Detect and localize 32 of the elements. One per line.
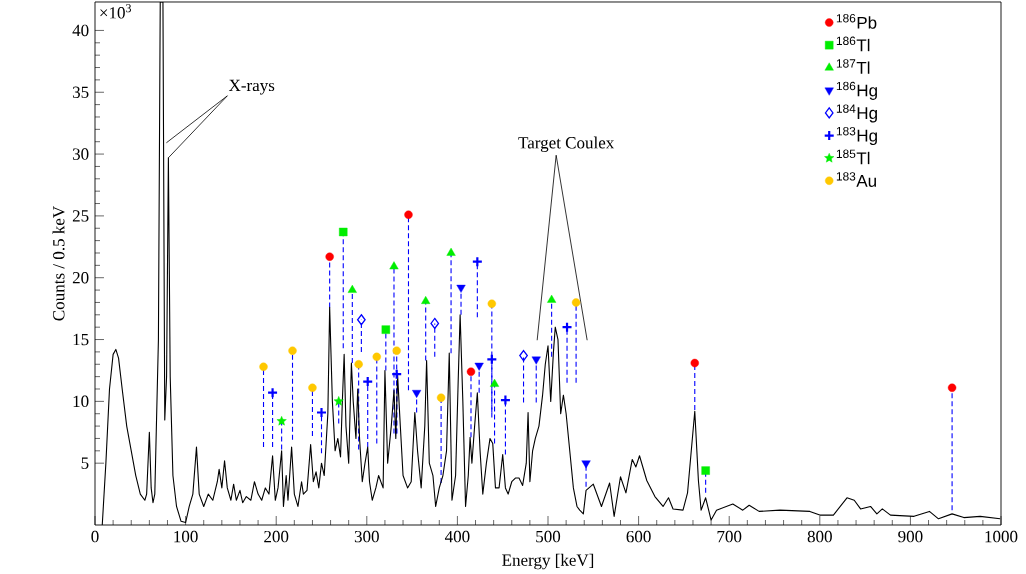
- legend-label: $^{184}$Hg: [836, 104, 877, 123]
- y-tick-label: 20: [72, 271, 89, 284]
- annotation: X-rays: [228, 79, 275, 95]
- annotation: Target Coulex: [518, 136, 615, 153]
- x-tick-label: 500: [536, 530, 561, 543]
- x-tick-label: 1000: [985, 530, 1018, 543]
- legend-label: $^{186}$Hg: [836, 81, 877, 100]
- x-tick-label: 0: [91, 530, 99, 543]
- y-tick-label: 5: [81, 457, 89, 469]
- legend-label: $^{185}$Tl: [836, 149, 870, 165]
- x-axis-title: Energy [keV]: [502, 553, 594, 570]
- y-tick-label: 10: [73, 395, 89, 408]
- y-tick-label: 40: [72, 24, 89, 37]
- x-tick-label: 100: [174, 530, 198, 543]
- legend-label: $^{187}$Tl: [836, 59, 870, 74]
- x-tick-label: 900: [898, 530, 923, 543]
- x-tick-label: 400: [444, 530, 470, 543]
- y-tick-label: 15: [73, 333, 89, 346]
- legend-label: $^{183}$Hg: [836, 126, 877, 146]
- legend-label: $^{186}$Tl: [836, 36, 870, 52]
- x-tick-label: 600: [626, 530, 651, 543]
- y-tick-label: 35: [72, 86, 89, 98]
- x-tick-label: 700: [717, 530, 742, 543]
- legend-label: $^{186}$Pb: [836, 14, 877, 29]
- x-tick-label: 200: [264, 530, 289, 543]
- y-tick-label: 30: [72, 148, 89, 160]
- y-tick-label: 25: [72, 210, 89, 222]
- y-axis-title: Counts / 0.5 keV: [52, 206, 65, 321]
- annotation: ×10$^{3}$: [100, 4, 131, 19]
- legend-label: $^{183}$Au: [836, 172, 876, 187]
- x-tick-label: 800: [807, 530, 832, 543]
- x-tick-label: 300: [354, 530, 379, 543]
